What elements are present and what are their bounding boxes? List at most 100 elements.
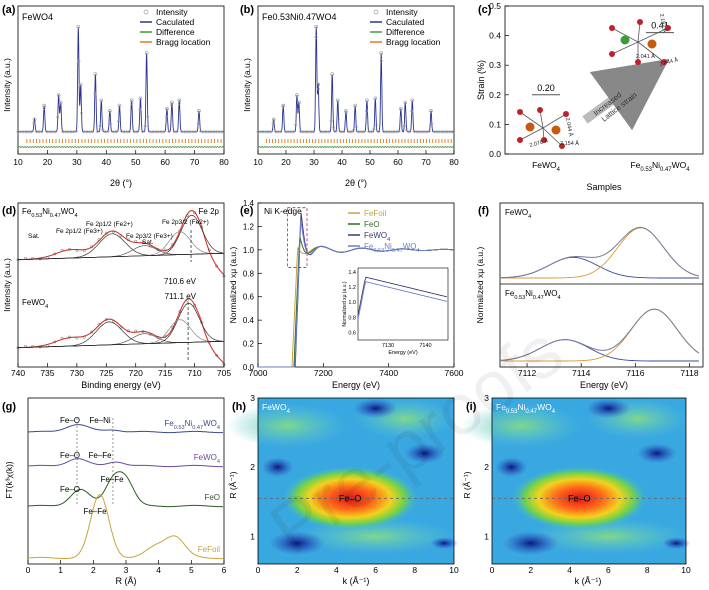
data-point [163, 248, 167, 252]
intensity-point [109, 122, 113, 126]
peak-envelope [499, 308, 700, 361]
fit-envelope-fe [17, 298, 225, 364]
heatmap-blob [461, 403, 582, 448]
legend-label: Bragg location [386, 37, 441, 47]
hotspot-label: Fe–O [339, 493, 362, 503]
intensity-point [291, 130, 295, 134]
data-point [141, 241, 145, 245]
intensity-peak-point [353, 103, 358, 108]
data-point [112, 319, 116, 323]
x-category-label: FeWO4 [532, 160, 561, 173]
peak-label: Fe–Fe [88, 451, 112, 460]
x-tick-label: 50 [365, 157, 375, 167]
panel-e: (e) 0.0 0.2 0.4 0.6 0.8 1.0 1.2 1.4 7000 7200 7400… [228, 199, 464, 390]
legend-label: Difference [156, 27, 195, 37]
x-tick-label: 50 [131, 157, 141, 167]
panel-label-b: (b) [240, 4, 254, 16]
data-point [112, 230, 116, 234]
panel-label-e: (e) [240, 205, 254, 217]
intensity-point [349, 130, 353, 134]
hotspot-label: Fe–O [568, 493, 591, 503]
data-point [185, 214, 189, 217]
b-x-axis-label: 2θ (°) [345, 178, 367, 188]
a-sample-label: FeWO4 [22, 12, 53, 22]
inset-y-label: Normalized xμ (a.u.) [342, 281, 348, 326]
peak-label: Fe 2p3/2 (Fe3+) [126, 233, 173, 240]
peak-label: Fe–Ni [89, 416, 111, 425]
data-point [119, 325, 123, 329]
heatmap-blob [636, 443, 677, 464]
legend-marker [143, 9, 149, 15]
intensity-point [106, 129, 110, 133]
f-plot-area: 7112 7114 7116 7118 FeWO4 Fe0.53Ni0.47WO4 [499, 208, 700, 378]
peak-label: Fe–O [60, 416, 80, 425]
data-point [97, 238, 101, 242]
y-tick-label: 0.4 [489, 31, 501, 41]
x-tick-label: 7112 [518, 368, 537, 378]
intensity-point [146, 115, 150, 119]
dashed-value-label: 711.1 eV [165, 292, 197, 301]
intensity-point [74, 129, 78, 133]
peak-component-2 [500, 227, 700, 279]
intensity-peak-point [403, 100, 408, 105]
baseline [17, 341, 225, 348]
x-tick-label: 80 [219, 157, 229, 167]
intensity-peak-point [165, 107, 169, 111]
i-x-axis-label: k (Å⁻¹) [575, 576, 602, 586]
y-tick-label: 0.6 [243, 293, 255, 302]
intensity-peak-point [56, 93, 61, 97]
c-y-axis-label: Strain (%) [476, 60, 486, 100]
intensity-point [337, 117, 341, 121]
bond [637, 27, 669, 43]
bond [539, 109, 544, 129]
x-tick-label: 6 [222, 565, 227, 575]
atom [609, 51, 615, 57]
panel-a: (a) FeWO4 IntensityCaculatedDifferenceBr… [2, 4, 229, 188]
intensity-point [58, 102, 62, 106]
y-tick-label: 0.2 [489, 90, 501, 100]
intensity-point [314, 35, 318, 39]
bond-length-label: 2.157 Å [658, 13, 668, 33]
panel-c: (c) 0.00.10.20.30.40.5 IncreasedLattice … [476, 1, 704, 192]
intensity-point [98, 124, 102, 128]
intensity-point [95, 129, 100, 134]
data-point [90, 245, 94, 249]
inset-y-tick-label: 1.4 [348, 270, 356, 276]
data-point [193, 303, 197, 307]
intensity-peak-point [314, 24, 319, 29]
x-tick-label: 20 [43, 157, 53, 167]
atom [635, 59, 641, 65]
atom [517, 137, 523, 143]
panel-f: (f) 7112 7114 7116 7118 FeWO4 Fe0.53Ni0.47WO4… [475, 202, 704, 390]
x-tick-label: 30 [72, 157, 82, 167]
intensity-peak-point [365, 98, 369, 103]
intensity-point [77, 59, 81, 63]
intensity-peak-point [170, 100, 174, 105]
legend-label: Intensity [156, 7, 188, 17]
bond [542, 127, 563, 147]
atom [541, 137, 547, 143]
intensity-point [344, 111, 348, 115]
d-y-axis-label: Intensity (a.u.) [2, 258, 12, 312]
intensity-point [167, 130, 171, 134]
bond [519, 111, 544, 129]
peak-label: Fe–Fe [100, 475, 124, 484]
x-tick-label: 0 [490, 565, 495, 575]
legend-label: FeO [364, 220, 380, 229]
y-tick-label: 0.8 [243, 269, 255, 278]
intensity-point [114, 130, 118, 134]
intensity-peak-point [379, 51, 384, 55]
x-tick-label: 5 [189, 565, 194, 575]
x-tick-label: 8 [412, 565, 417, 575]
x-tick-label: 6 [606, 565, 611, 575]
intensity-peak-point [410, 98, 415, 103]
intensity-point [271, 121, 275, 126]
x-tick-label: 30 [309, 157, 319, 167]
intensity-point [316, 87, 321, 91]
inset-y-tick-label: 0.6 [348, 330, 356, 336]
intensity-peak-point [58, 100, 63, 105]
